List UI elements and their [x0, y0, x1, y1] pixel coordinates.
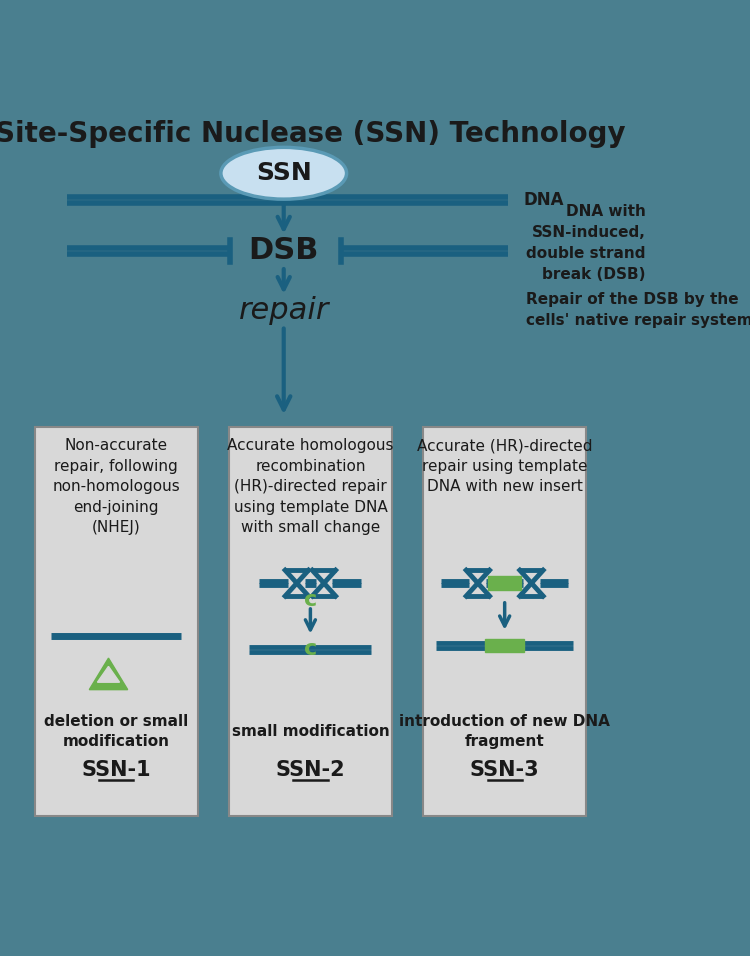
- FancyBboxPatch shape: [34, 427, 198, 815]
- Text: SSN: SSN: [256, 162, 311, 185]
- FancyBboxPatch shape: [229, 427, 392, 815]
- Text: c: c: [304, 590, 317, 610]
- Text: Non-accurate
repair, following
non-homologous
end-joining
(NHEJ): Non-accurate repair, following non-homol…: [53, 439, 180, 535]
- Text: Repair of the DSB by the
cells' native repair system: Repair of the DSB by the cells' native r…: [526, 293, 750, 329]
- Ellipse shape: [220, 147, 346, 199]
- Text: introduction of new DNA
fragment: introduction of new DNA fragment: [399, 714, 610, 750]
- Polygon shape: [98, 666, 119, 683]
- Bar: [484, 640, 524, 652]
- Text: c: c: [304, 640, 317, 660]
- Text: SSN-3: SSN-3: [470, 760, 539, 780]
- Text: SSN-1: SSN-1: [81, 760, 151, 780]
- Text: DSB: DSB: [248, 236, 319, 266]
- Text: repair: repair: [238, 296, 329, 325]
- Text: Site-Specific Nuclease (SSN) Technology: Site-Specific Nuclease (SSN) Technology: [0, 120, 626, 147]
- FancyBboxPatch shape: [423, 427, 586, 815]
- Text: Accurate homologous
recombination
(HR)-directed repair
using template DNA
with s: Accurate homologous recombination (HR)-d…: [227, 439, 394, 535]
- Polygon shape: [89, 658, 128, 689]
- Bar: [488, 576, 521, 590]
- Text: DNA: DNA: [524, 191, 564, 209]
- Text: SSN-2: SSN-2: [275, 760, 345, 780]
- Text: DNA with
SSN-induced,
double strand
break (DSB): DNA with SSN-induced, double strand brea…: [526, 205, 646, 282]
- Text: Accurate (HR)-directed
repair using template
DNA with new insert: Accurate (HR)-directed repair using temp…: [417, 439, 592, 494]
- Text: small modification: small modification: [232, 725, 389, 739]
- Text: deletion or small
modification: deletion or small modification: [44, 714, 188, 750]
